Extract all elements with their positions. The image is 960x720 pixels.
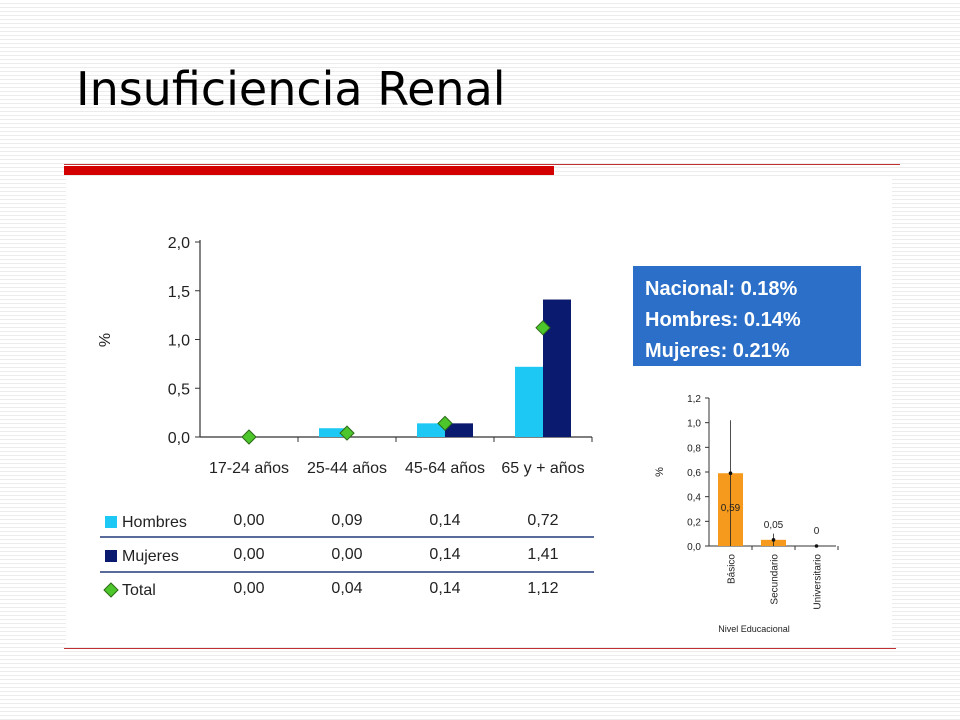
- edu-point: [814, 544, 819, 548]
- y-tick-label: 1,0: [168, 333, 190, 350]
- title-accent-bar: [64, 166, 554, 175]
- legend-label: Mujeres: [122, 548, 179, 565]
- bar-mujeres: [543, 299, 571, 437]
- table-cell-value: 0,00: [233, 580, 264, 597]
- table-cell-value: 0,04: [331, 580, 362, 597]
- edu-point: [728, 471, 733, 476]
- table-cell-value: 1,41: [527, 546, 558, 563]
- slide-title: Insuficiencia Renal: [76, 62, 506, 116]
- summary-mujeres: Mujeres: 0.21%: [645, 340, 790, 362]
- table-cell-value: 0,00: [233, 546, 264, 563]
- x-tick-label: 65 y + años: [501, 460, 584, 477]
- edu-point: [771, 538, 776, 542]
- edu-x-tick-label: Secundario: [770, 554, 781, 605]
- marker-total: [535, 320, 551, 336]
- edu-data-label: 0,59: [721, 503, 741, 514]
- legend-label: Total: [122, 582, 156, 599]
- bar-hombres: [319, 428, 347, 437]
- y-tick-label: 0,0: [168, 430, 190, 447]
- edu-y-tick-label: 1,0: [687, 419, 701, 430]
- top-rule: [64, 164, 900, 165]
- y-tick-label: 2,0: [168, 235, 190, 252]
- table-cell-value: 0,14: [429, 580, 460, 597]
- chart-canvas: 0,0 0,5 1,0 1,5 2,0% 17-24 años 25-44 años 45-6…: [97, 235, 839, 634]
- edu-y-tick-label: 0,0: [687, 542, 701, 553]
- bottom-rule: [64, 648, 896, 649]
- marker-total: [339, 425, 355, 441]
- table-cell-value: 1,12: [527, 580, 558, 597]
- legend-swatch-total: [103, 582, 119, 598]
- chart-panel: 0,0 0,5 1,0 1,5 2,0% 17-24 años 25-44 años 45-6…: [66, 176, 892, 646]
- edu-y-tick-label: 0,8: [687, 443, 701, 454]
- table-cell-value: 0,14: [429, 512, 460, 529]
- legend-label: Hombres: [122, 514, 187, 531]
- table-cell-value: 0,00: [233, 512, 264, 529]
- x-tick-label: 25-44 años: [307, 460, 387, 477]
- summary-hombres: Hombres: 0.14%: [645, 309, 801, 331]
- legend-swatch-mujeres: [105, 550, 117, 562]
- x-tick-label: 17-24 años: [209, 460, 289, 477]
- marker-total: [437, 415, 453, 432]
- bar-hombres: [417, 423, 445, 437]
- legend-swatch-hombres: [105, 516, 117, 528]
- edu-y-tick-label: 0,6: [687, 468, 701, 479]
- y-tick-label: 0,5: [168, 381, 190, 398]
- edu-y-tick-label: 1,2: [687, 394, 701, 405]
- edu-x-tick-label: Básico: [727, 554, 738, 584]
- table-cell-value: 0,14: [429, 546, 460, 563]
- edu-x-tick-label: Universitario: [813, 554, 824, 610]
- table-cell-value: 0,00: [331, 546, 362, 563]
- y-tick-label: 1,5: [168, 284, 190, 301]
- edu-x-axis-title: Nivel Educacional: [718, 624, 790, 634]
- table-cell-value: 0,72: [527, 512, 558, 529]
- bar-hombres: [515, 366, 543, 437]
- edu-y-axis-title: %: [654, 467, 666, 477]
- edu-data-label: 0,05: [764, 520, 784, 531]
- y-axis-title: %: [97, 333, 114, 347]
- table-cell-value: 0,09: [331, 512, 362, 529]
- national-summary-box: Nacional: 0.18% Hombres: 0.14% Mujeres: …: [633, 266, 861, 366]
- edu-data-label: 0: [814, 526, 820, 537]
- bar-mujeres: [445, 423, 473, 437]
- edu-y-tick-label: 0,2: [687, 517, 701, 528]
- edu-y-tick-label: 0,4: [687, 493, 701, 504]
- summary-nacional: Nacional: 0.18%: [645, 278, 798, 300]
- x-tick-label: 45-64 años: [405, 460, 485, 477]
- marker-total: [241, 429, 257, 445]
